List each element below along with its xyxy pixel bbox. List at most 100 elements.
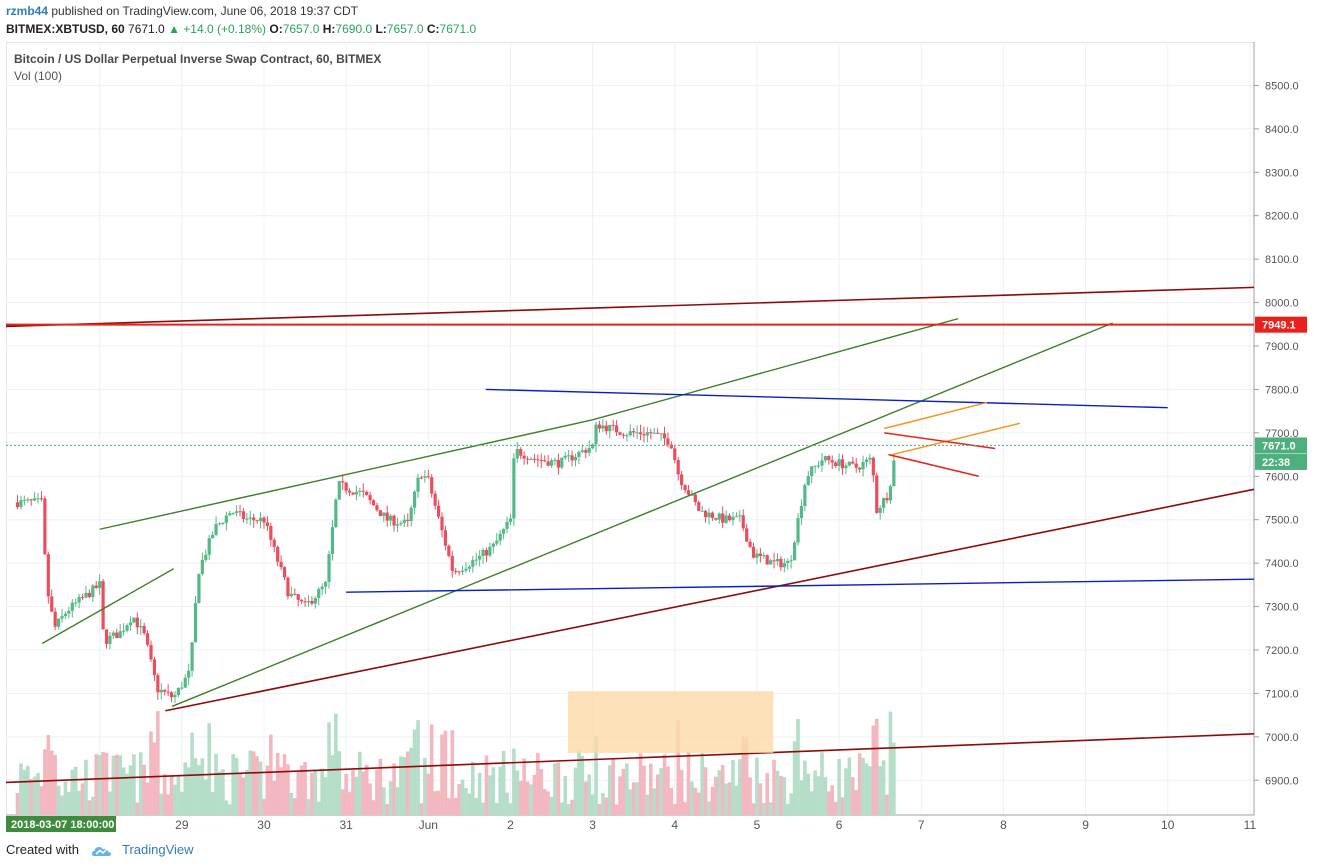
candle-body bbox=[211, 534, 215, 539]
candle-body bbox=[337, 481, 341, 500]
volume-bar bbox=[265, 765, 270, 815]
candle-body bbox=[656, 432, 660, 434]
candle-body bbox=[248, 517, 252, 519]
candle-body bbox=[101, 581, 105, 630]
candle-body bbox=[762, 555, 766, 557]
candle-body bbox=[536, 459, 540, 461]
tradingview-logo-icon bbox=[91, 846, 111, 856]
candle-body bbox=[252, 517, 256, 521]
last-price-label: 7671.0 bbox=[1262, 440, 1296, 452]
candle-body bbox=[245, 518, 249, 520]
candle-body bbox=[738, 515, 742, 517]
volume-bar bbox=[368, 783, 372, 815]
volume-bar bbox=[70, 769, 75, 815]
candle-body bbox=[231, 512, 235, 514]
volume-bar bbox=[330, 755, 335, 815]
volume-bar bbox=[327, 722, 331, 815]
volume-bar bbox=[255, 756, 259, 815]
volume-bar bbox=[587, 774, 591, 815]
volume-bar bbox=[347, 792, 352, 815]
highlight-box bbox=[567, 691, 774, 753]
volume-bar bbox=[625, 763, 629, 815]
volume-bar bbox=[833, 801, 838, 815]
candle-body bbox=[19, 500, 23, 508]
candle-body bbox=[33, 498, 37, 501]
candle-body bbox=[258, 517, 263, 522]
volume-bar bbox=[892, 742, 896, 815]
volume-bar bbox=[864, 763, 869, 815]
volume-bar bbox=[275, 752, 280, 815]
volume-bar bbox=[299, 765, 304, 815]
candle-body bbox=[638, 432, 643, 435]
volume-bar bbox=[857, 753, 862, 815]
chart-area[interactable]: 6900.0 7000.0 7100.0 7200.0 7300.0 7400.0 7500… bbox=[5, 41, 1312, 832]
volume-bar bbox=[649, 763, 653, 815]
candle-body bbox=[892, 460, 896, 487]
candle-body bbox=[840, 459, 845, 469]
volume-bar bbox=[645, 794, 650, 815]
tradingview-link[interactable]: TradingView bbox=[122, 842, 194, 857]
candle-body bbox=[515, 449, 519, 459]
x-tick-label: 8 bbox=[1000, 818, 1007, 832]
volume-bar bbox=[611, 758, 615, 815]
volume-bar bbox=[577, 749, 581, 815]
volume-bar bbox=[453, 797, 458, 815]
candle-body bbox=[241, 511, 246, 519]
author-link[interactable]: rzmb44 bbox=[6, 4, 49, 18]
volume-bar bbox=[371, 800, 376, 815]
volume-bar bbox=[67, 791, 71, 815]
candle-body bbox=[632, 431, 636, 433]
candle-body bbox=[365, 491, 369, 496]
volume-bar bbox=[97, 754, 102, 815]
volume-bar bbox=[642, 765, 646, 815]
volume-bar bbox=[844, 768, 848, 815]
candle-body bbox=[279, 561, 283, 568]
volume-bar bbox=[176, 774, 181, 815]
price-chart[interactable]: 6900.0 7000.0 7100.0 7200.0 7300.0 7400.0 7500… bbox=[5, 41, 1312, 832]
high-value: 7690.0 bbox=[335, 22, 373, 36]
volume-bar bbox=[840, 797, 845, 815]
close-value: 7671.0 bbox=[439, 22, 477, 36]
candle-body bbox=[553, 459, 557, 461]
candle-body bbox=[786, 560, 790, 563]
candle-body bbox=[642, 434, 646, 436]
candle-body bbox=[584, 450, 588, 453]
candle-body bbox=[474, 559, 478, 561]
countdown-label-bg bbox=[1255, 453, 1307, 470]
dark-red-resistance-line bbox=[5, 286, 1255, 328]
volume-bar bbox=[751, 803, 756, 815]
x-tick-label: 4 bbox=[671, 818, 678, 832]
candle-body bbox=[563, 455, 567, 458]
volume-bar bbox=[847, 757, 852, 815]
volume-bar bbox=[679, 769, 684, 815]
volume-bar bbox=[491, 767, 496, 815]
candle-body bbox=[464, 568, 468, 571]
volume-bar bbox=[816, 776, 821, 815]
candle-body bbox=[351, 492, 355, 495]
candle-body bbox=[858, 467, 862, 470]
volume-bar bbox=[878, 766, 882, 815]
volume-bar bbox=[200, 758, 205, 815]
y-tick-label: 8200.0 bbox=[1265, 211, 1299, 223]
y-tick-label: 7100.0 bbox=[1265, 688, 1299, 700]
x-tick-label: Jun bbox=[419, 818, 438, 832]
candle-body bbox=[371, 500, 376, 506]
volume-bar bbox=[809, 791, 814, 815]
level-price-label-bg bbox=[1255, 316, 1307, 333]
volume-bar bbox=[156, 711, 160, 815]
volume-bar bbox=[388, 781, 393, 815]
volume-bar bbox=[190, 732, 194, 815]
candle-body bbox=[508, 518, 513, 522]
volume-bar bbox=[734, 785, 739, 815]
candle-body bbox=[529, 458, 533, 460]
date-badge-bg bbox=[6, 816, 116, 832]
volume-bar bbox=[772, 759, 776, 815]
candle-body bbox=[310, 600, 314, 604]
candle-body bbox=[385, 512, 389, 521]
candle-body bbox=[597, 424, 602, 429]
candle-body bbox=[573, 456, 578, 461]
volume-indicator-label[interactable]: Vol (100) bbox=[14, 69, 63, 83]
candle-body bbox=[111, 632, 115, 636]
volume-bar bbox=[717, 770, 722, 815]
volume-bar bbox=[39, 786, 44, 815]
